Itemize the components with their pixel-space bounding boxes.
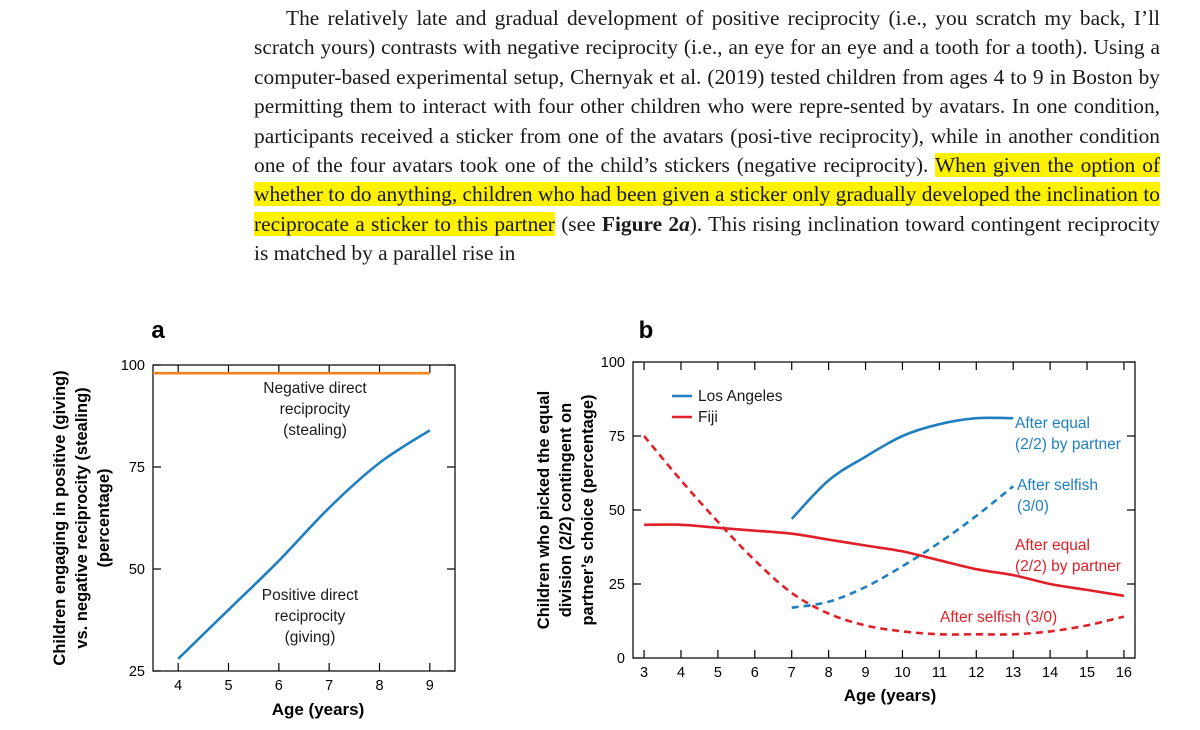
series-label: reciprocity — [280, 401, 351, 418]
x-tick-label: 5 — [714, 665, 722, 681]
x-tick-label: 9 — [426, 678, 434, 694]
x-tick-label: 10 — [894, 665, 910, 681]
series-line-blue-solid — [177, 429, 431, 660]
legend-label: Los Angeles — [698, 388, 783, 405]
series-label: After selfish — [1017, 477, 1098, 494]
body-paragraph: The relatively late and gradual developm… — [254, 4, 1161, 269]
figure-reference-panel: a — [679, 211, 690, 236]
panel-a-series-labels: Negative direct reciprocity (stealing) Posi… — [262, 380, 368, 646]
panel-b-ylabel: Children who picked the equal division (… — [535, 391, 597, 629]
paragraph-text-before: The relatively late and gradual developm… — [254, 6, 1160, 178]
series-label: After equal — [1015, 537, 1090, 554]
panel-b-series — [643, 416, 1125, 636]
series-label: After equal — [1015, 415, 1090, 432]
y-tick-label: 75 — [129, 460, 145, 476]
x-tick-label: 12 — [968, 665, 984, 681]
y-tick-label: 100 — [601, 355, 625, 371]
x-tick-label: 9 — [862, 665, 870, 681]
x-tick-label: 7 — [325, 678, 333, 694]
legend-label: Fiji — [698, 409, 718, 426]
y-tick-label: 0 — [617, 651, 625, 667]
x-tick-label: 3 — [640, 665, 648, 681]
series-label: (giving) — [285, 629, 336, 646]
series-label: (3/0) — [1017, 498, 1049, 515]
panel-b-ylabel-line: division (2/2) contingent on — [557, 403, 575, 618]
x-tick-label: 4 — [677, 665, 685, 681]
y-tick-label: 100 — [121, 358, 145, 374]
panel-a-ylabel-line: Children engaging in positive (giving) — [51, 370, 69, 665]
series-label: Positive direct — [262, 587, 359, 604]
y-tick-label: 50 — [609, 503, 625, 519]
series-line-blue-solid — [790, 416, 1014, 520]
x-tick-label: 11 — [932, 665, 947, 681]
x-tick-label: 4 — [174, 678, 182, 694]
panel-b-series-labels: After equal (2/2) by partner After selfish… — [940, 415, 1121, 626]
y-tick-label: 50 — [129, 562, 145, 578]
x-tick-label: 6 — [275, 678, 283, 694]
panel-b-chart: b 3 4 5 6 7 8 9 10 11 12 13 14 15 16 0 25 50 75 100 After … — [535, 317, 1136, 705]
panel-a-chart: a 4 5 6 7 8 9 25 50 75 100 Negative direct recipro… — [51, 317, 456, 719]
series-line-blue-dashed — [791, 485, 1015, 609]
panel-a-ylabel: Children engaging in positive (giving) v… — [51, 370, 113, 665]
panel-a-xlabel: Age (years) — [272, 700, 365, 719]
series-label: (2/2) by partner — [1015, 436, 1121, 453]
series-label: (stealing) — [283, 422, 347, 439]
y-tick-label: 25 — [609, 577, 625, 593]
figure-reference-number: Figure 2 — [601, 211, 680, 236]
panel-a-plot-frame — [152, 364, 456, 672]
y-tick-label: 25 — [129, 664, 145, 680]
series-line-red-solid — [644, 523, 1125, 598]
series-label: reciprocity — [275, 608, 346, 625]
x-tick-label: 15 — [1079, 665, 1095, 681]
paragraph-text-after: ). This rising inclination toward contin… — [254, 211, 1160, 266]
series-label: After selfish (3/0) — [940, 609, 1057, 626]
series-label: Negative direct — [263, 380, 367, 397]
y-tick-label: 75 — [609, 429, 625, 445]
paragraph-text-see: (see — [561, 211, 596, 236]
panel-b-ylabel-line: partner’s choice (percentage) — [579, 394, 597, 625]
x-tick-label: 8 — [375, 678, 383, 694]
x-tick-label: 5 — [224, 678, 232, 694]
x-tick-label: 6 — [751, 665, 759, 681]
paragraph-text: The relatively late and gradual developm… — [254, 4, 1161, 269]
panel-a-ylabel-line: vs. negative reciprocity (stealing) — [73, 387, 91, 648]
x-tick-label: 13 — [1005, 665, 1021, 681]
x-tick-label: 16 — [1116, 665, 1132, 681]
panel-b-ylabel-line: Children who picked the equal — [535, 391, 553, 629]
panel-b-axes: 3 4 5 6 7 8 9 10 11 12 13 14 15 16 0 25 50 75 100 — [601, 355, 1135, 681]
figure-reference[interactable]: Figure 2a — [602, 212, 690, 236]
x-tick-label: 7 — [788, 665, 796, 681]
series-label: (2/2) by partner — [1015, 558, 1121, 575]
x-tick-label: 8 — [825, 665, 833, 681]
panel-a-ylabel-line: (percentage) — [95, 468, 113, 567]
x-tick-label: 14 — [1042, 665, 1058, 681]
panel-a-axes: 4 5 6 7 8 9 25 50 75 100 — [121, 358, 455, 694]
series-line-red-dashed — [643, 435, 1125, 636]
panel-b-xlabel: Age (years) — [844, 686, 937, 705]
panel-a-series — [153, 371, 431, 660]
panel-b-legend: Los Angeles Fiji — [672, 388, 783, 426]
panel-a-letter: a — [151, 317, 165, 344]
panel-b-letter: b — [639, 317, 654, 344]
